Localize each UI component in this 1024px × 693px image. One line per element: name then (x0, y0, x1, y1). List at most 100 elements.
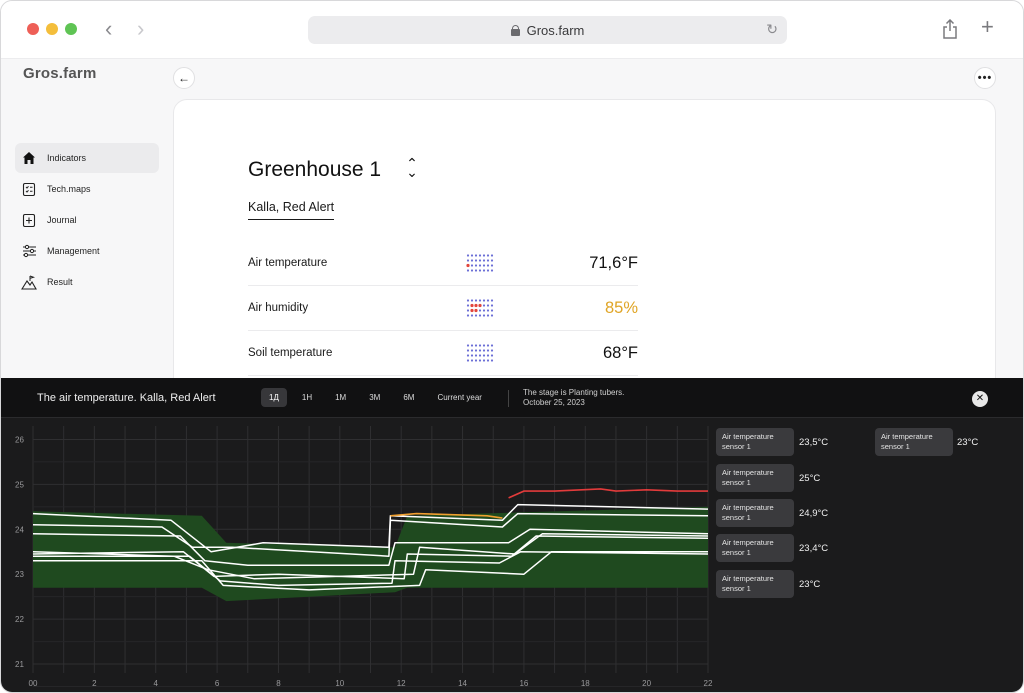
sensor-dot (470, 354, 474, 357)
sensor-dot (470, 344, 474, 347)
sensor-dot (466, 359, 470, 362)
greenhouse-title: Greenhouse 1 (248, 158, 382, 181)
sensor-label: sensor 1 (722, 513, 751, 522)
zoom-window-button[interactable] (65, 23, 77, 35)
browser-back-icon[interactable]: ‹ (105, 16, 113, 41)
sensor-dot (478, 344, 482, 347)
home-icon (21, 150, 37, 166)
sensor-card[interactable]: Air temperature sensor 1 (716, 499, 794, 527)
sensor-dot (490, 349, 494, 352)
lock-icon (510, 24, 520, 36)
sensor-grid-icon (466, 299, 494, 317)
indicator-row-soil-temperature[interactable]: Soil temperature 68°F (248, 331, 638, 376)
sensor-dot (470, 299, 474, 302)
new-tab-icon[interactable]: + (981, 14, 994, 39)
indicator-row-air-temperature[interactable]: Air temperature 71,6°F (248, 241, 638, 286)
address-text: Gros.farm (526, 22, 585, 38)
sensor-dot (474, 269, 478, 272)
sensor-dot (474, 314, 478, 317)
minimize-window-button[interactable] (46, 23, 58, 35)
temperature-chart: 26 25 24 23 22 21 00 2 4 6 8 10 12 14 16 18 20 22 (1, 418, 713, 692)
sensor-dot (478, 303, 482, 308)
sensor-dot (482, 269, 486, 272)
period-pill[interactable]: 1M (335, 393, 347, 402)
period-pill[interactable]: 1H (301, 393, 313, 402)
greenhouse-card: Greenhouse 1 ⌃ ⌄ Kalla, Red Alert Air tem… (173, 99, 996, 399)
checklist-icon (21, 181, 37, 197)
sidebar-item-indicators[interactable]: Indicators (15, 143, 159, 173)
tab-crop[interactable]: Kalla, Red Alert (248, 200, 335, 220)
sensor-dot (466, 254, 470, 257)
close-icon[interactable]: ✕ (972, 391, 988, 407)
more-options-icon[interactable]: ••• (974, 67, 996, 89)
browser-forward-icon[interactable]: › (137, 16, 145, 41)
sensor-grid-icon (466, 254, 494, 272)
x-tick-label: 10 (335, 679, 344, 688)
sensor-dot (486, 264, 490, 267)
sensor-dot (474, 303, 478, 308)
sensor-label: Air temperature (881, 432, 933, 441)
sensor-dot (482, 299, 486, 302)
sensor-dot (470, 349, 474, 352)
x-tick-label: 2 (92, 679, 97, 688)
sidebar-item-management[interactable]: Management (15, 236, 159, 266)
sensor-dot (474, 354, 478, 357)
sensor-line-2 (32, 512, 709, 557)
sensor-dot (486, 259, 490, 262)
close-window-button[interactable] (27, 23, 39, 35)
address-bar[interactable]: Gros.farm ↻ (308, 16, 787, 44)
sensor-card[interactable]: Air temperature sensor 1 (716, 534, 794, 562)
sensor-dot (486, 314, 490, 317)
sidebar-item-journal[interactable]: Journal (15, 205, 159, 235)
period-pill[interactable]: 6M (403, 393, 415, 402)
y-tick-label: 21 (15, 660, 24, 669)
sensor-card[interactable]: Air temperature sensor 1 (716, 428, 794, 456)
sensor-value: 23,4°C (799, 543, 829, 554)
sensor-dot (466, 344, 470, 347)
chart-panel-title: The air temperature. Kalla, Red Alert (37, 392, 216, 404)
sidebar-item-result[interactable]: Result (15, 267, 159, 297)
sensor-dot (490, 354, 494, 357)
sensor-card[interactable]: Air temperature sensor 1 (875, 428, 953, 456)
back-arrow-icon[interactable]: ← (173, 67, 195, 89)
sensor-dot (466, 263, 470, 268)
sensor-dot (490, 264, 494, 267)
sensor-value: 23°C (957, 437, 979, 448)
app-logo[interactable]: Gros.farm (23, 65, 97, 82)
mountain-flag-icon (21, 274, 37, 290)
indicator-label: Air temperature (248, 257, 328, 269)
chevron-up-down-icon[interactable]: ⌃ ⌄ (406, 155, 418, 180)
x-tick-label: 22 (704, 679, 713, 688)
indicator-value: 71,6°F (589, 253, 638, 272)
sensor-card[interactable]: Air temperature sensor 1 (716, 570, 794, 598)
sensor-grid-icon (466, 344, 494, 362)
sensor-label: Air temperature (722, 574, 774, 583)
period-pill[interactable]: 1Д (261, 388, 287, 407)
sensor-dot (474, 299, 478, 302)
sidebar-item-label: Indicators (47, 153, 87, 163)
sensor-dot (466, 269, 470, 272)
sensor-dot (470, 308, 474, 313)
sensor-card[interactable]: Air temperature sensor 1 (716, 464, 794, 492)
sensor-dot (490, 254, 494, 257)
sensor-dot (482, 354, 486, 357)
reload-icon[interactable]: ↻ (766, 21, 778, 37)
sensor-dot (470, 303, 474, 308)
period-pill[interactable]: Current year (437, 393, 482, 402)
sensor-dot (490, 359, 494, 362)
sidebar-item-tech-maps[interactable]: Tech.maps (15, 174, 159, 204)
sensor-dot (490, 344, 494, 347)
sensor-dot (482, 309, 486, 312)
sliders-icon (21, 243, 37, 259)
sensor-label: Air temperature (722, 468, 774, 477)
sidebar-item-label: Result (47, 277, 73, 287)
sidebar-item-label: Tech.maps (47, 184, 91, 194)
sensor-dot (486, 309, 490, 312)
sensor-dot (470, 314, 474, 317)
indicator-row-air-humidity[interactable]: Air humidity 85% (248, 286, 638, 331)
sensor-label: sensor 1 (722, 548, 751, 557)
period-pill[interactable]: 3M (369, 393, 381, 402)
share-icon[interactable] (942, 19, 958, 39)
sensor-dot (470, 264, 474, 267)
